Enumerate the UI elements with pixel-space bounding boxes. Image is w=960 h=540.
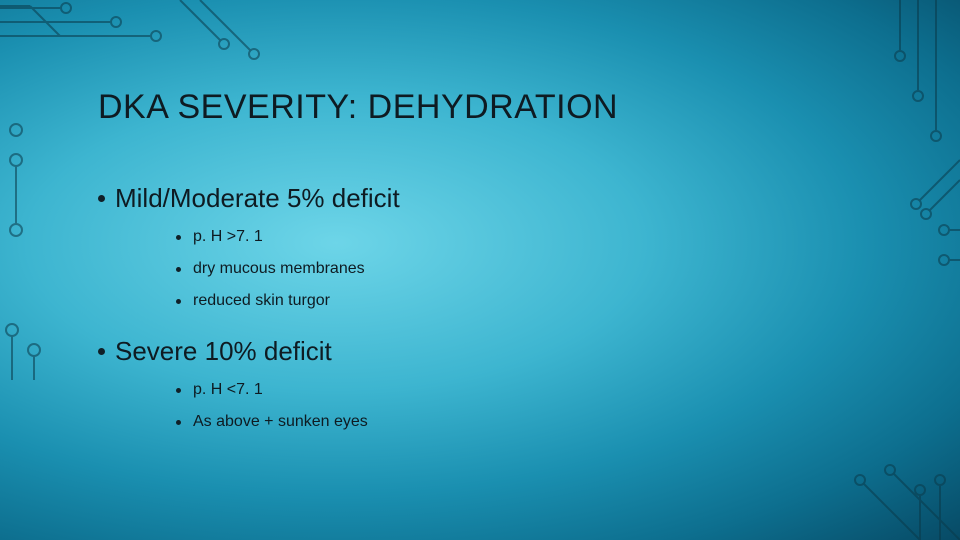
list-item: p. H <7. 1 <box>176 381 900 399</box>
bullet-icon <box>176 235 181 240</box>
bullet-icon <box>98 195 105 202</box>
bullet-icon <box>176 420 181 425</box>
item-text: reduced skin turgor <box>193 292 330 310</box>
sub-list: p. H >7. 1 dry mucous membranes reduced … <box>176 228 900 310</box>
bullet-list: Mild/Moderate 5% deficit p. H >7. 1 dry … <box>98 183 900 431</box>
slide-title: DKA SEVERITY: DEHYDRATION <box>98 88 900 127</box>
bullet-icon <box>176 388 181 393</box>
sub-list: p. H <7. 1 As above + sunken eyes <box>176 381 900 431</box>
item-text: p. H >7. 1 <box>193 228 263 246</box>
bullet-icon <box>176 299 181 304</box>
section-severe: Severe 10% deficit p. H <7. 1 As above +… <box>98 336 900 431</box>
list-item: As above + sunken eyes <box>176 413 900 431</box>
circuit-decoration-left <box>0 120 60 380</box>
circuit-decoration-top-left <box>0 0 300 90</box>
slide-content: DKA SEVERITY: DEHYDRATION Mild/Moderate … <box>98 88 900 457</box>
list-item: reduced skin turgor <box>176 292 900 310</box>
section-mild-moderate: Mild/Moderate 5% deficit p. H >7. 1 dry … <box>98 183 900 310</box>
list-item: p. H >7. 1 <box>176 228 900 246</box>
bullet-icon <box>176 267 181 272</box>
item-text: As above + sunken eyes <box>193 413 368 431</box>
item-text: dry mucous membranes <box>193 260 365 278</box>
section-heading: Severe 10% deficit <box>115 336 332 367</box>
bullet-icon <box>98 348 105 355</box>
section-heading: Mild/Moderate 5% deficit <box>115 183 400 214</box>
list-item: dry mucous membranes <box>176 260 900 278</box>
item-text: p. H <7. 1 <box>193 381 263 399</box>
